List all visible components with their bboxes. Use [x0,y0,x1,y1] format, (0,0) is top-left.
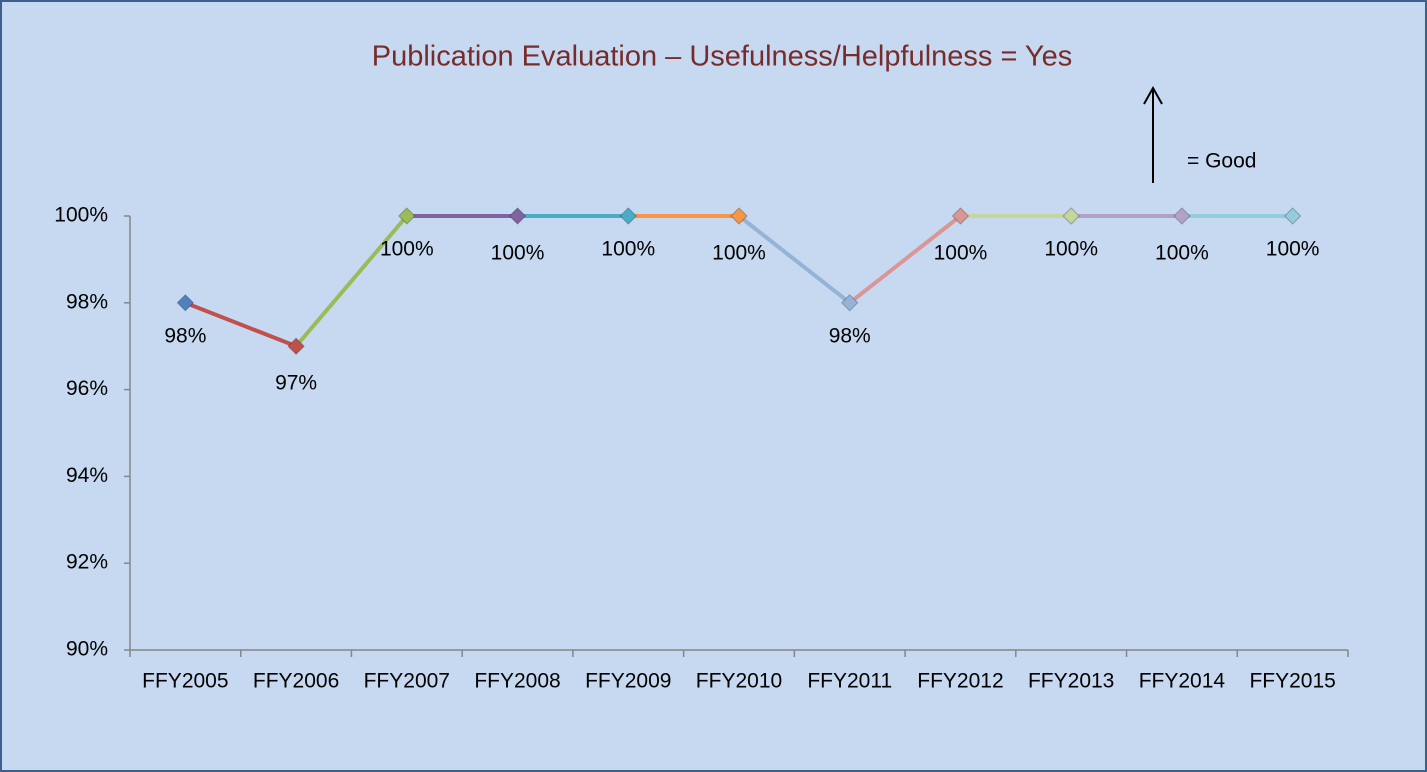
data-label: 100% [1044,238,1098,261]
data-label: 100% [712,242,766,265]
data-label: 97% [275,372,317,395]
data-label: 98% [829,324,871,347]
x-tick-label: FFY2010 [696,670,782,693]
line-segment [294,214,409,348]
data-label: 100% [601,238,655,261]
data-label: 100% [491,242,545,265]
data-label: 98% [164,324,206,347]
x-tick-label: FFY2009 [585,670,671,693]
marker [508,207,527,225]
x-tick-label: FFY2005 [142,670,228,693]
y-tick-label: 92% [66,551,108,574]
marker [619,207,637,225]
marker [841,294,859,312]
data-label: 100% [1266,238,1320,261]
line-segment [184,300,297,349]
x-tick-label: FFY2013 [1028,670,1114,693]
y-tick-label: 96% [66,377,108,400]
chart-title: Publication Evaluation – Usefulness/Help… [372,41,1072,73]
annotation: = Good [1187,150,1256,173]
x-tick-label: FFY2011 [807,670,892,693]
marker [1173,207,1191,225]
marker [398,207,416,225]
x-tick-label: FFY2007 [364,670,450,693]
data-label: 100% [1155,242,1209,265]
x-tick-label: FFY2015 [1249,670,1335,693]
marker [176,294,195,312]
marker [951,207,970,225]
x-tick-label: FFY2006 [253,670,339,693]
data-label: 100% [380,238,434,261]
marker [287,337,305,355]
y-tick-label: 98% [66,290,108,313]
line-segment [737,214,851,305]
y-tick-label: 100% [54,204,108,227]
marker [1062,207,1080,225]
x-tick-label: FFY2008 [474,670,560,693]
x-tick-label: FFY2012 [917,670,1003,693]
marker [1283,207,1302,225]
marker [730,207,748,225]
line-segment [848,214,962,305]
x-tick-label: FFY2014 [1139,670,1226,693]
y-tick-label: 90% [66,638,108,661]
arrow-head [1143,85,1163,105]
data-label: 100% [934,242,988,265]
y-tick-label: 94% [66,464,108,487]
